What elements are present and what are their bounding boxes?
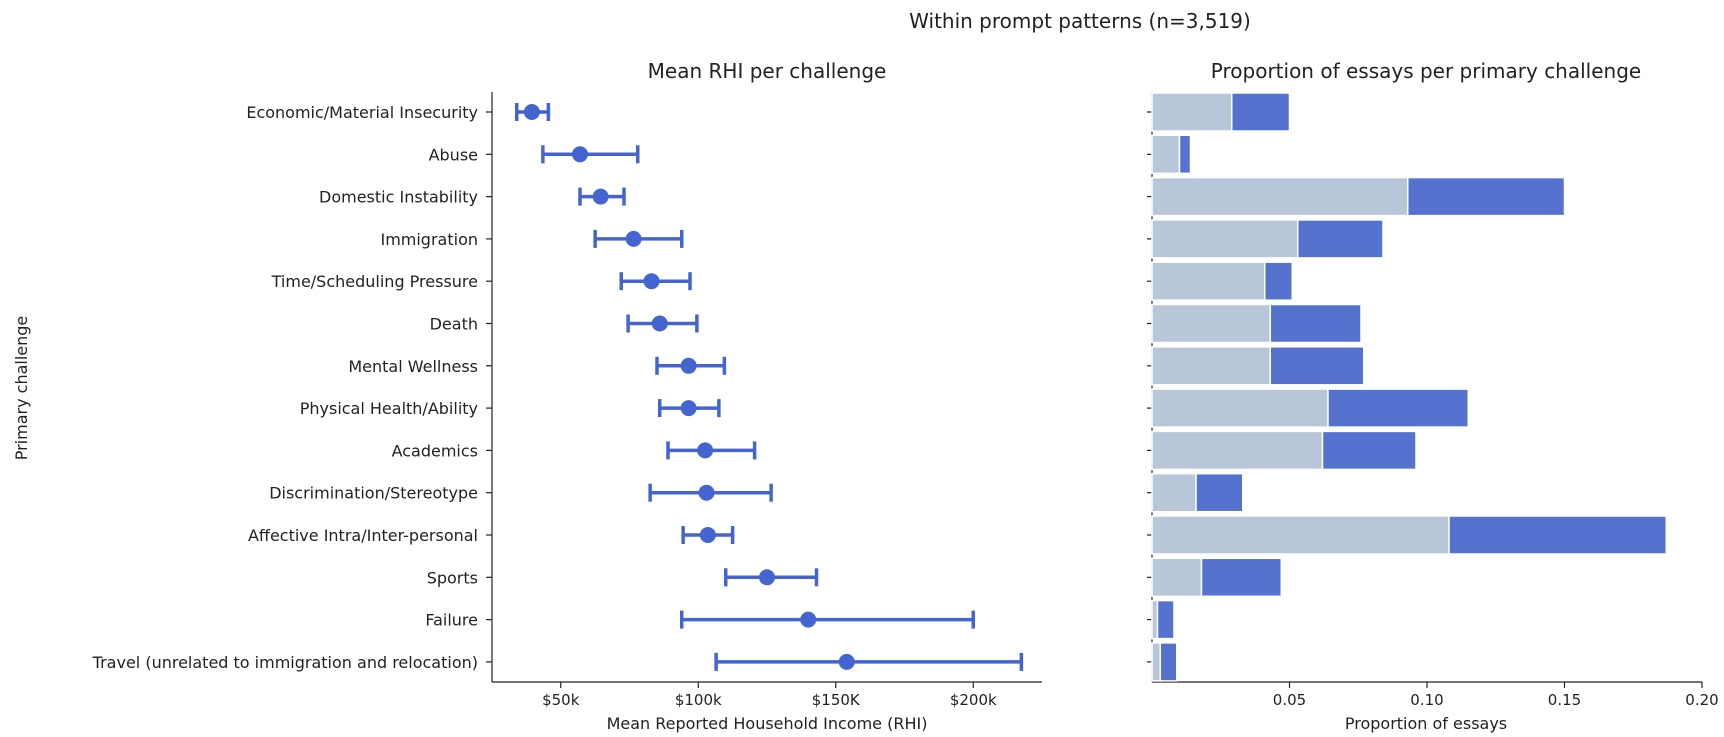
bar-segment-light <box>1151 219 1299 259</box>
bar-segment-light <box>1151 346 1271 386</box>
left-x-tick-label: $200k <box>950 691 997 709</box>
bar-segment-light <box>1151 303 1271 344</box>
left-y-tick-label: Academics <box>392 441 478 460</box>
left-y-tick-label: Death <box>430 315 478 334</box>
bar-segment-light <box>1151 430 1324 471</box>
right-chart-panel: Proportion of essays per primary challen… <box>1147 59 1719 733</box>
right-chart-xlabel: Proportion of essays <box>1345 714 1507 733</box>
bar-segment-dark <box>1200 557 1282 598</box>
left-x-tick-label: $150K <box>812 691 861 709</box>
mean-point <box>592 188 609 205</box>
left-y-tick-label: Mental Wellness <box>348 357 478 376</box>
left-y-tick-label: Economic/Material Insecurity <box>246 103 478 122</box>
left-y-tick-label: Sports <box>427 568 478 587</box>
bar-segment-light <box>1151 261 1266 301</box>
bar-segment-dark <box>1269 346 1365 386</box>
bar-segment-dark <box>1407 176 1566 217</box>
left-y-tick-label: Travel (unrelated to immigration and rel… <box>92 653 478 672</box>
left-chart-axes: $50k $100k $150K $200k Economic/Material Ins… <box>92 92 1042 709</box>
mean-point <box>698 484 715 501</box>
bar-segment-light <box>1151 388 1329 428</box>
mean-point <box>680 357 697 374</box>
left-chart-ylabel: Primary challenge <box>12 316 31 461</box>
left-y-tick-label: Time/Scheduling Pressure <box>271 272 478 291</box>
bar-segment-light <box>1151 472 1197 513</box>
mean-point <box>759 569 775 586</box>
mean-point <box>800 611 817 628</box>
mean-point <box>651 315 668 332</box>
right-x-tick-label: 0.15 <box>1548 691 1581 709</box>
bar-segment-dark <box>1195 472 1244 513</box>
right-chart-axes: 0.05 0.10 0.15 0.20 <box>1147 92 1719 709</box>
left-y-tick-label: Failure <box>425 611 478 630</box>
figure-suptitle: Within prompt patterns (n=3,519) <box>909 9 1251 33</box>
bar-segment-dark <box>1327 388 1469 428</box>
left-chart-title: Mean RHI per challenge <box>648 59 887 83</box>
mean-point <box>523 104 540 120</box>
right-chart-marks <box>1151 92 1667 682</box>
bar-segment-dark <box>1178 134 1192 175</box>
right-x-tick-label: 0.05 <box>1273 691 1306 709</box>
right-chart-title: Proportion of essays per primary challen… <box>1211 59 1641 83</box>
left-y-tick-label: Domestic Instability <box>319 188 478 207</box>
mean-point <box>643 273 660 290</box>
mean-point <box>572 146 588 163</box>
left-chart-marks <box>515 103 1024 671</box>
bar-segment-dark <box>1297 219 1384 259</box>
right-x-tick-label: 0.10 <box>1410 691 1443 709</box>
left-y-tick-label: Immigration <box>380 230 478 249</box>
bar-segment-dark <box>1321 430 1417 471</box>
bar-segment-light <box>1151 176 1409 217</box>
mean-point <box>625 230 642 247</box>
bar-segment-dark <box>1269 303 1362 344</box>
left-x-tick-label: $50k <box>542 691 580 709</box>
bar-segment-dark <box>1159 642 1178 682</box>
bar-segment-dark <box>1156 599 1175 640</box>
left-y-tick-label: Physical Health/Ability <box>300 399 478 418</box>
left-chart-panel: Mean RHI per challenge Primary challenge… <box>12 59 1042 733</box>
left-y-tick-label: Affective Intra/Inter-personal <box>248 526 478 545</box>
mean-point <box>680 400 697 417</box>
bar-segment-light <box>1151 515 1450 555</box>
left-x-tick-label: $100k <box>675 691 722 709</box>
mean-point <box>697 442 714 459</box>
bar-segment-light <box>1151 599 1159 640</box>
bar-segment-dark <box>1264 261 1293 301</box>
left-y-tick-label: Abuse <box>429 145 478 164</box>
bar-segment-light <box>1151 557 1203 598</box>
bar-segment-light <box>1151 92 1233 132</box>
bar-segment-dark <box>1231 92 1291 132</box>
bar-segment-dark <box>1448 515 1667 555</box>
bar-segment-light <box>1151 642 1161 682</box>
left-chart-xlabel: Mean Reported Household Income (RHI) <box>607 714 928 733</box>
bar-segment-light <box>1151 134 1181 175</box>
left-y-tick-label: Discrimination/Stereotype <box>269 484 478 503</box>
mean-point <box>838 653 855 670</box>
mean-point <box>699 527 716 543</box>
right-x-tick-label: 0.20 <box>1685 691 1718 709</box>
